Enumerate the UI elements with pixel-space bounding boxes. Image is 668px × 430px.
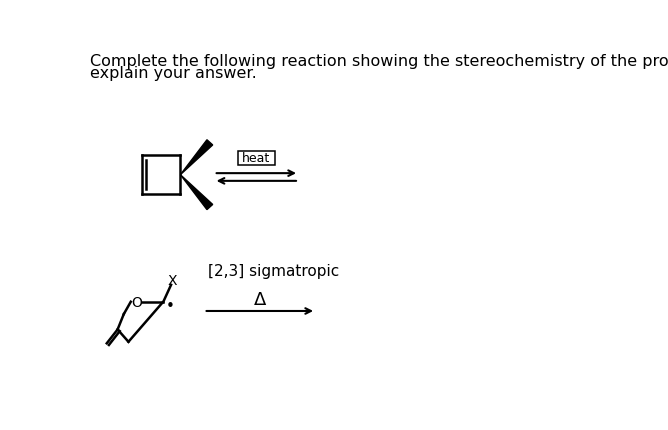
Text: Complete the following reaction showing the stereochemistry of the products and: Complete the following reaction showing … <box>90 54 668 69</box>
Text: [2,3] sigmatropic: [2,3] sigmatropic <box>208 264 339 279</box>
Text: heat: heat <box>242 152 271 165</box>
Polygon shape <box>180 175 212 210</box>
Text: X: X <box>168 273 178 288</box>
Text: explain your answer.: explain your answer. <box>90 66 257 81</box>
Text: •: • <box>166 298 175 313</box>
Bar <box>238 151 275 165</box>
Polygon shape <box>180 141 212 175</box>
Text: Δ: Δ <box>254 290 266 308</box>
Text: O: O <box>131 295 142 309</box>
